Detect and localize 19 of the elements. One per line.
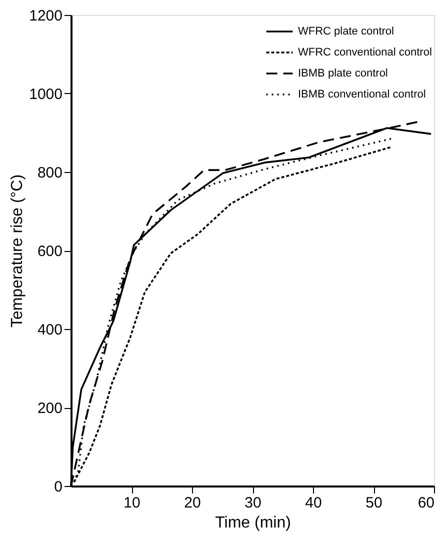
x-tick-label: 50 <box>366 494 382 512</box>
y-tick-label: 1000 <box>29 86 62 103</box>
x-tick-label: 30 <box>244 494 262 512</box>
x-axis-title: Time (min) <box>215 514 291 532</box>
y-tick-label: 800 <box>37 164 62 182</box>
x-tick-label: 40 <box>305 494 322 512</box>
y-tick-label: 400 <box>37 322 62 338</box>
y-tick-label: 600 <box>37 243 62 260</box>
x-tick-label: 20 <box>184 494 201 512</box>
y-tick-label: 0 <box>54 478 62 496</box>
legend-label: WFRC plate control <box>298 26 394 38</box>
legend-label: WFRC conventional control <box>298 46 432 58</box>
legend-label: IBMB plate control <box>298 68 388 80</box>
x-tick-label: 10 <box>124 494 140 512</box>
x-tick-label: 60 <box>418 494 434 512</box>
y-tick-label: 200 <box>37 400 62 417</box>
y-tick-label: 1200 <box>29 8 62 24</box>
y-axis-title: Temperature rise (°C) <box>9 174 26 328</box>
legend-label: IBMB conventional control <box>298 88 426 100</box>
